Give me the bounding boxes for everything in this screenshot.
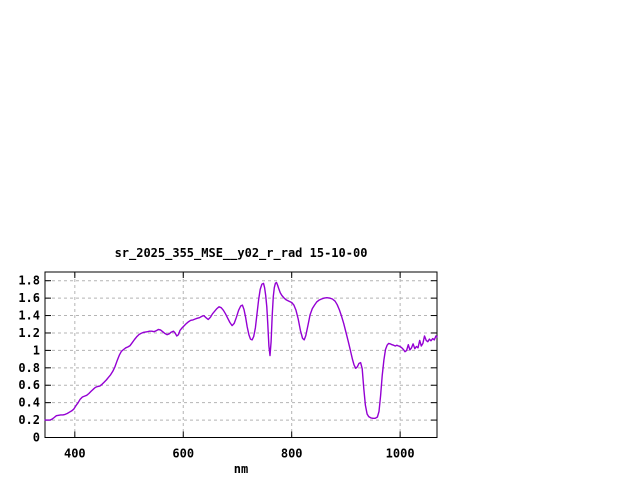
tick-label: 0	[33, 431, 40, 445]
tick-label: 1.8	[18, 274, 40, 288]
tick-label: 600	[172, 447, 194, 461]
x-axis-label: nm	[233, 462, 249, 476]
tick-label: 1.6	[18, 291, 40, 305]
tick-label: 1.4	[18, 309, 40, 323]
tick-label: 0.8	[18, 361, 40, 375]
tick-label: 1.2	[18, 326, 40, 340]
chart-title: sr_2025_355_MSE__y02_r_rad 15-10-00	[114, 246, 368, 260]
tick-label: 800	[281, 447, 303, 461]
tick-label: 400	[64, 447, 86, 461]
axis-ticks	[45, 272, 437, 438]
grid-lines	[46, 273, 436, 437]
y-tick-labels: 0 0.2 0.4 0.6 0.8 1 1.2 1.4 1.6 1.8	[18, 274, 40, 445]
plot-border	[44, 271, 438, 438]
tick-label: 1	[33, 343, 40, 357]
radiance-curve	[44, 281, 438, 421]
x-tick-labels: 400 600 800 1000	[64, 447, 415, 461]
tick-label: 0.2	[18, 413, 40, 427]
data-curve	[44, 281, 438, 421]
tick-label: 1000	[386, 447, 415, 461]
tick-label: 0.6	[18, 378, 40, 392]
tick-label: 0.4	[18, 396, 40, 410]
